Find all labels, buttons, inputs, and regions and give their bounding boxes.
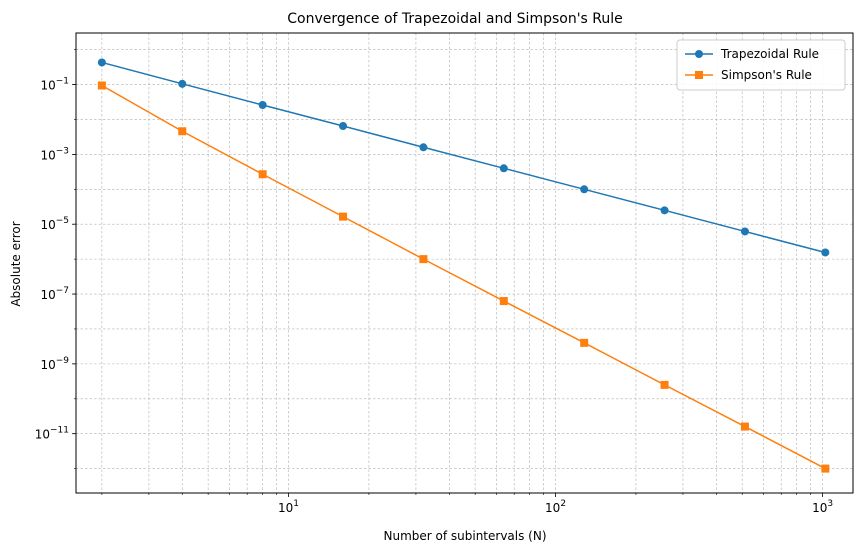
data-point xyxy=(258,170,267,179)
legend-marker xyxy=(695,50,703,58)
chart-title: Convergence of Trapezoidal and Simpson's… xyxy=(287,11,623,27)
data-point xyxy=(660,380,669,389)
data-point xyxy=(419,255,428,264)
series-layer xyxy=(97,58,830,473)
data-point xyxy=(339,212,348,221)
legend-label: Trapezoidal Rule xyxy=(720,47,819,61)
legend-label: Simpson's Rule xyxy=(721,68,812,82)
y-tick-label: 10−9 xyxy=(40,356,69,372)
x-tick-label: 102 xyxy=(545,499,566,515)
y-tick-label: 10−11 xyxy=(35,426,69,442)
legend: Trapezoidal Rule Simpson's Rule xyxy=(676,39,846,91)
data-point xyxy=(580,185,589,194)
series-line xyxy=(101,84,826,470)
data-point xyxy=(97,58,106,67)
data-point xyxy=(258,100,267,109)
data-point xyxy=(178,79,187,88)
data-point xyxy=(97,81,106,90)
data-point xyxy=(740,227,749,236)
data-point xyxy=(339,122,348,131)
y-tick-label: 10−7 xyxy=(40,286,69,302)
data-point xyxy=(740,422,749,431)
y-tick-label: 10−5 xyxy=(40,216,69,232)
plot-frame xyxy=(75,32,854,494)
x-axis-label: Number of subintervals (N) xyxy=(383,529,546,543)
data-point xyxy=(178,127,187,136)
x-tick-label: 101 xyxy=(278,499,299,515)
data-point xyxy=(660,206,669,215)
legend-marker xyxy=(695,71,703,79)
y-tick-label: 10−1 xyxy=(40,77,69,93)
data-point xyxy=(499,164,508,173)
data-point xyxy=(580,338,589,347)
grid-layer xyxy=(76,33,853,493)
series-line xyxy=(101,61,826,254)
x-tick-label: 103 xyxy=(812,499,833,515)
data-point xyxy=(821,248,830,257)
y-tick-label: 10−3 xyxy=(40,146,69,162)
y-axis-label: Absolute error xyxy=(9,221,23,306)
data-point xyxy=(419,143,428,152)
legend-box xyxy=(676,39,846,91)
ticks-layer: 101 102 103 10−1 10−3 10−5 10−7 10−9 10−11 xyxy=(35,49,833,515)
data-point xyxy=(499,297,508,306)
data-point xyxy=(821,464,830,473)
